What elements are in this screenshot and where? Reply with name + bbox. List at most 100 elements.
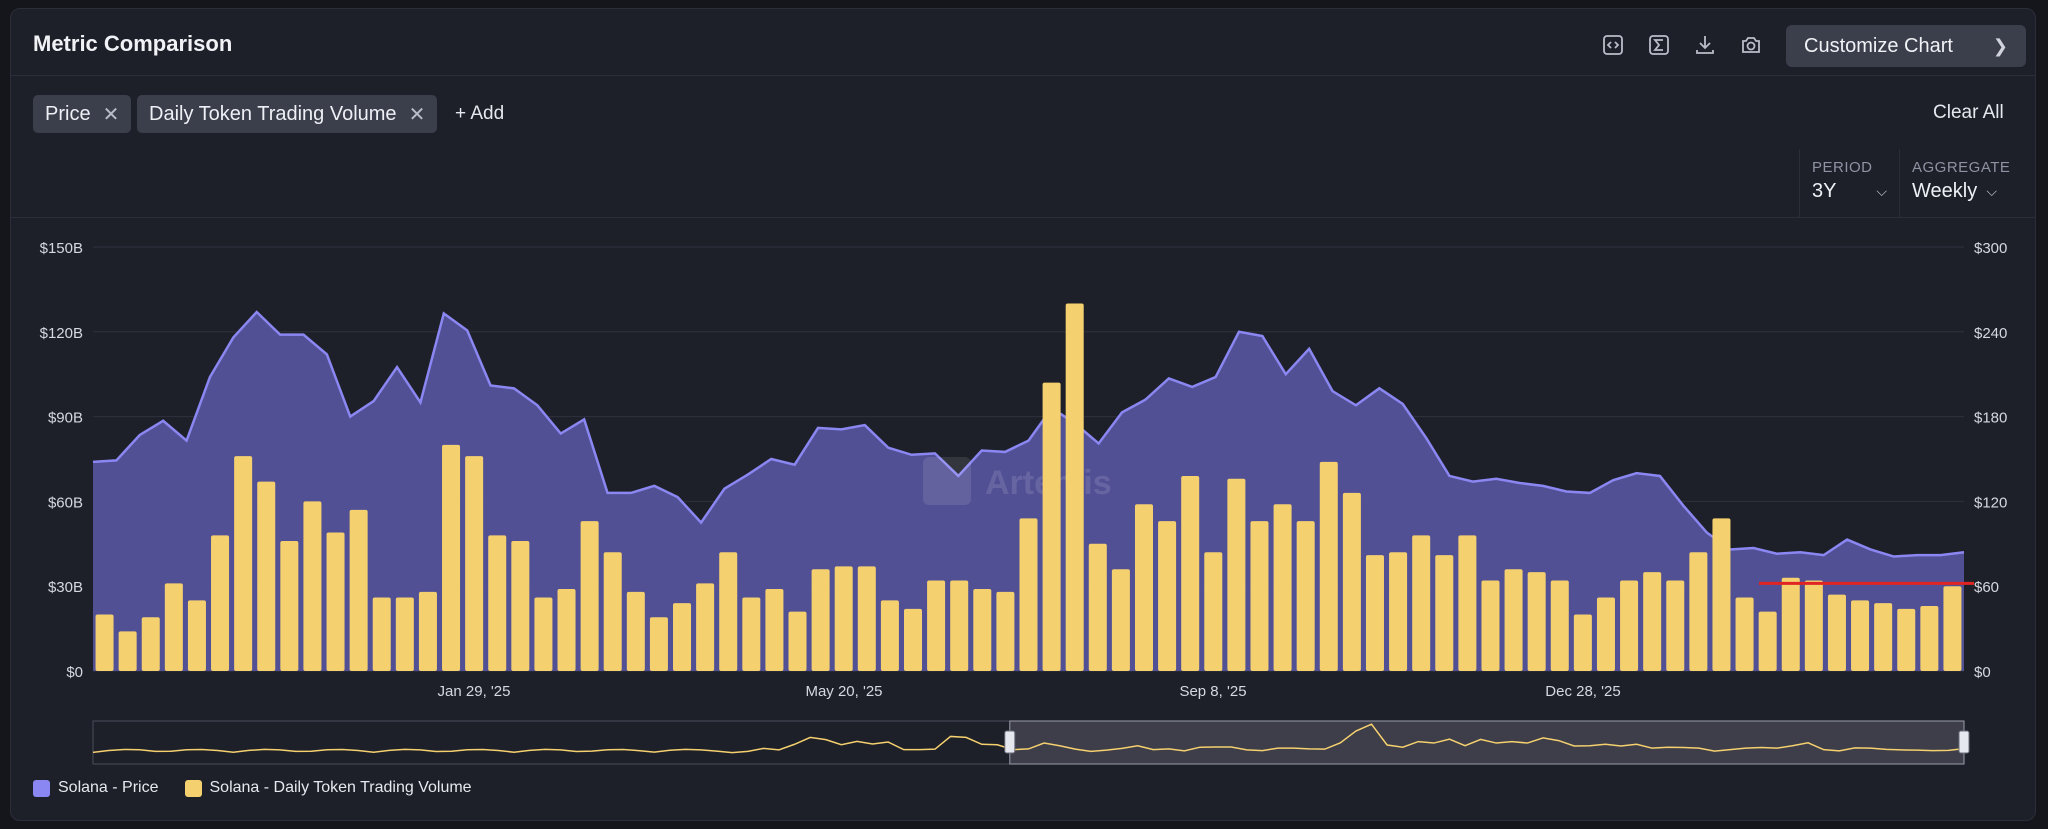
y-right-tick-label: $180 [1974,410,2007,427]
volume-bar [442,444,461,671]
volume-bar [857,566,876,671]
page-title: Metric Comparison [33,31,233,56]
period-select[interactable]: PERIOD 3Y ⌵ [1799,149,1899,217]
volume-bar [580,521,599,671]
volume-bar [1365,555,1384,671]
volume-bar [1389,552,1408,671]
watermark-logo [923,457,971,505]
volume-bar [1943,586,1962,671]
navigator-handle-right[interactable] [1958,730,1970,754]
chevron-right-icon: ❯ [1992,35,2008,56]
chart-controls: PERIOD 3Y ⌵ AGGREGATE Weekly ⌵ [11,149,2035,218]
volume-bar [1689,552,1708,671]
volume-bar [903,608,923,671]
volume-bar [880,600,899,671]
volume-bar [1851,600,1870,671]
legend-label: Solana - Price [58,779,159,796]
y-left-tick-label: $150B [40,240,83,257]
volume-bar [673,603,692,671]
metric-chip-price[interactable]: Price ✕ [33,95,132,133]
code-icon[interactable] [1597,29,1629,61]
navigator-line [92,723,1965,754]
legend-swatch [184,779,202,797]
volume-bar [626,591,645,671]
volume-bar [603,552,622,671]
add-metric-button[interactable]: + Add [455,103,505,124]
volume-bar [1481,580,1500,671]
close-icon[interactable]: ✕ [102,103,120,126]
chart-area: $0 $30B $60B $90B $120B $150B $0 $60 $120 $180 $24… [40,240,2007,765]
y-right-tick-label: $60 [1974,579,1999,596]
x-tick-label: Sep 8, '25 [1179,683,1246,700]
download-icon[interactable] [1689,29,1721,61]
y-left-tick-label: $60B [48,494,83,511]
volume-bar [95,614,114,671]
y-left-tick-label: $0 [66,664,83,681]
volume-bar [742,597,761,671]
volume-bar [1065,303,1084,671]
volume-bar [1042,382,1061,671]
y-right-tick-label: $240 [1974,325,2007,342]
volume-bar [1735,597,1754,671]
metric-comparison-panel: Metric Comparison Customize Chart ❯ Pric… [10,8,2036,821]
volume-bar [1458,535,1477,671]
volume-bar [1897,608,1916,671]
customize-chart-button[interactable]: Customize Chart ❯ [1786,25,2026,67]
chart-toolbar [1597,29,1767,61]
y-left-tick-label: $90B [48,410,83,427]
customize-chart-label: Customize Chart [1804,34,1953,57]
camera-icon[interactable] [1735,29,1767,61]
y-right-tick-label: $120 [1974,494,2007,511]
chevron-down-icon: ⌵ [1986,183,1997,199]
sigma-icon[interactable] [1643,29,1675,61]
x-tick-label: Dec 28, '25 [1545,683,1620,700]
close-icon[interactable]: ✕ [408,103,426,126]
volume-bar [765,589,784,671]
volume-bar [280,540,299,671]
volume-bar [1712,518,1731,671]
volume-bar [187,600,206,671]
metric-chip-volume[interactable]: Daily Token Trading Volume ✕ [137,95,438,133]
period-label: PERIOD [1812,159,1873,176]
volume-bar [1296,521,1315,671]
volume-bar [1342,492,1361,671]
legend-label: Solana - Daily Token Trading Volume [209,779,472,796]
aggregate-select[interactable]: AGGREGATE Weekly ⌵ [1899,149,2011,217]
volume-bar [1527,572,1546,671]
legend-item-volume[interactable]: Solana - Daily Token Trading Volume [184,779,472,797]
period-value: 3Y [1812,180,1837,202]
volume-bar [927,580,946,671]
price-line [92,310,1965,558]
volume-bar [950,580,969,671]
volume-bar [465,456,484,671]
volume-bar [1643,572,1662,671]
panel-header: Metric Comparison Customize Chart ❯ [11,9,2035,76]
volume-bar [349,509,368,671]
volume-bar [1319,461,1338,671]
volume-bar [834,566,853,671]
volume-bar [719,552,738,671]
aggregate-label: AGGREGATE [1912,159,2011,176]
clear-all-button[interactable]: Clear All [1933,102,2004,123]
volume-bar [1573,614,1592,671]
volume-bar [211,535,230,671]
volume-bar [557,589,576,671]
volume-bar [1435,555,1454,671]
volume-bar [418,591,437,671]
chart-legend: Solana - Price Solana - Daily Token Trad… [33,779,472,797]
volume-bar [534,597,553,671]
volume-bar [788,611,807,671]
volume-bar [1204,552,1223,671]
legend-item-price[interactable]: Solana - Price [33,779,159,797]
volume-bar [234,456,253,671]
volume-bar [257,481,276,671]
volume-bar [1412,535,1431,671]
navigator-handle-left[interactable] [1004,730,1016,754]
volume-bar [1134,504,1154,671]
volume-bar [1804,580,1823,671]
legend-swatch [33,779,50,797]
volume-bar [1620,580,1639,671]
y-right-tick-label: $300 [1974,240,2007,257]
volume-bar [118,631,137,671]
volume-bar [164,583,183,671]
